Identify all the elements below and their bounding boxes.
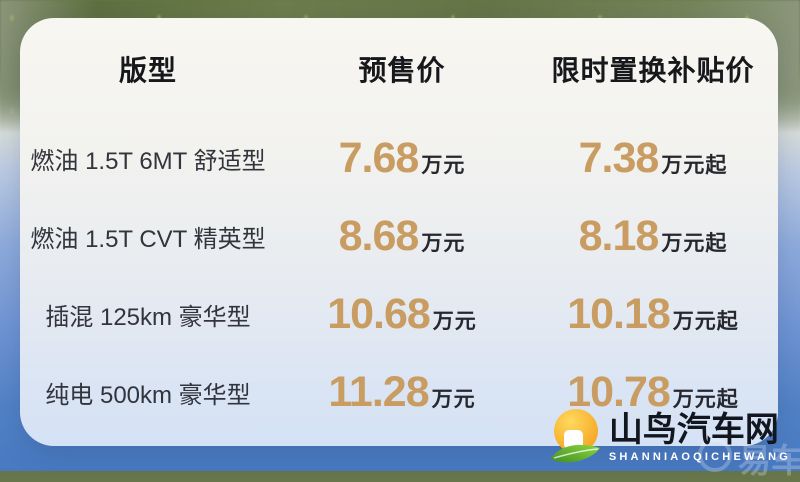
subsidy-price: 10.18 万元起 <box>528 289 778 338</box>
presale-price-unit: 万元 <box>421 231 466 255</box>
table-row: 燃油 1.5T CVT 精英型 8.68 万元 8.18 万元起 <box>20 197 778 275</box>
subsidy-price-unit: 万元起 <box>661 153 728 177</box>
subsidy-price-unit: 万元起 <box>661 231 728 255</box>
site-name-block: 山鸟汽车网 SHANNIAOQICHEWANG <box>608 410 791 464</box>
presale-price-unit: 万元 <box>432 309 477 333</box>
site-name: 山鸟汽车网 <box>608 410 779 449</box>
subsidy-price-value: 8.18 <box>578 211 660 260</box>
column-header-model: 版型 <box>118 55 177 86</box>
table-row: 插混 125km 豪华型 10.68 万元 10.18 万元起 <box>20 275 778 353</box>
model-name: 纯电 500km 豪华型 <box>45 381 251 409</box>
subsidy-price-unit: 万元起 <box>672 309 739 333</box>
price-table-card: 版型 预售价 限时置换补贴价 燃油 1.5T 6MT 舒适型 7.68 万元 7… <box>20 18 778 446</box>
presale-price: 11.28 万元 <box>276 367 528 416</box>
site-logo-icon <box>550 409 600 463</box>
model-name: 燃油 1.5T CVT 精英型 <box>30 225 266 253</box>
model-name: 燃油 1.5T 6MT 舒适型 <box>30 147 266 175</box>
table-row: 燃油 1.5T 6MT 舒适型 7.68 万元 7.38 万元起 <box>20 119 778 197</box>
presale-price-value: 11.28 <box>328 367 429 416</box>
presale-price: 10.68 万元 <box>276 289 528 338</box>
subsidy-price-value: 7.38 <box>578 133 660 182</box>
model-name: 插混 125km 豪华型 <box>45 303 251 331</box>
faint-watermark-circle-icon <box>698 438 732 472</box>
presale-price-unit: 万元 <box>431 387 476 411</box>
subsidy-price-value: 10.78 <box>567 367 671 416</box>
subsidy-price: 10.78 万元起 <box>528 367 778 416</box>
site-name-latin: SHANNIAOQICHEWANG <box>608 451 791 464</box>
presale-price: 8.68 万元 <box>276 211 528 260</box>
column-header-subsidy: 限时置换补贴价 <box>551 55 755 86</box>
column-header-presale: 预售价 <box>358 55 446 86</box>
presale-price: 7.68 万元 <box>276 133 528 182</box>
table-row: 纯电 500km 豪华型 11.28 万元 10.78 万元起 <box>20 353 778 431</box>
presale-price-value: 8.68 <box>338 211 420 260</box>
table-header-row: 版型 预售价 限时置换补贴价 <box>20 46 778 92</box>
table-body: 燃油 1.5T 6MT 舒适型 7.68 万元 7.38 万元起 燃油 1.5T… <box>20 119 778 431</box>
presale-price-value: 7.68 <box>338 133 420 182</box>
presale-price-unit: 万元 <box>421 153 466 177</box>
presale-price-value: 10.68 <box>327 289 431 338</box>
subsidy-price-value: 10.18 <box>567 289 671 338</box>
subsidy-price: 7.38 万元起 <box>528 133 778 182</box>
site-watermark: 山鸟汽车网 SHANNIAOQICHEWANG <box>550 409 791 467</box>
subsidy-price-unit: 万元起 <box>672 387 739 411</box>
subsidy-price: 8.18 万元起 <box>528 211 778 260</box>
